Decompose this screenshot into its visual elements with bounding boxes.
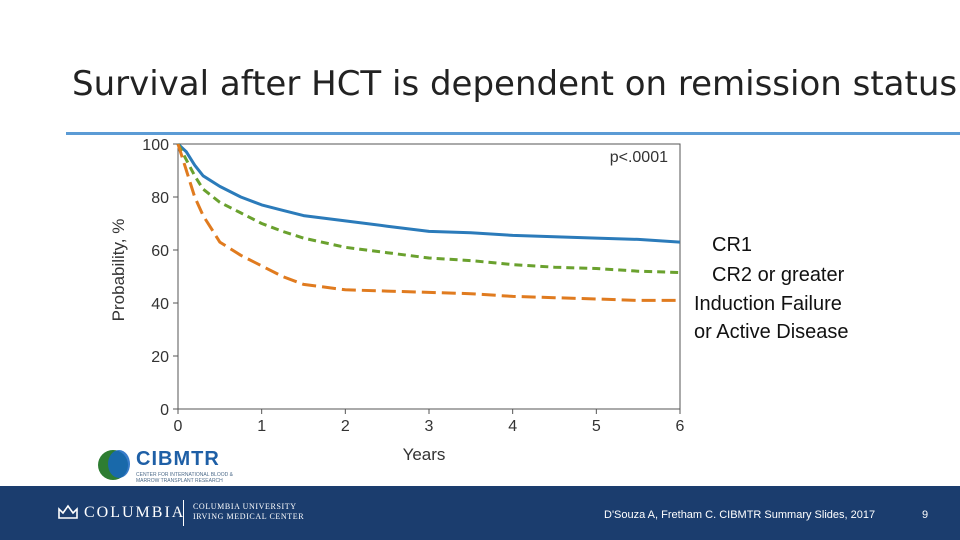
series-line-2 — [176, 143, 681, 274]
y-tick-label: 100 — [142, 137, 169, 154]
y-tick-label: 40 — [151, 296, 169, 313]
footer-divider — [183, 500, 184, 526]
x-tick-label: 5 — [592, 418, 601, 435]
cibmtr-logo: CIBMTR CENTER FOR INTERNATIONAL BLOOD & … — [98, 446, 258, 484]
legend-item-cr1: CR1 — [712, 234, 753, 256]
university-name: COLUMBIA UNIVERSITY IRVING MEDICAL CENTE… — [193, 502, 304, 522]
y-tick-label: 20 — [151, 349, 169, 366]
crown-icon — [58, 504, 78, 519]
title-underline — [66, 132, 960, 135]
legend-item-induction-failure: Induction Failure — [694, 293, 842, 315]
university-line-1: COLUMBIA UNIVERSITY — [193, 502, 297, 511]
logo-name: CIBMTR — [136, 448, 220, 470]
x-tick-label: 4 — [508, 418, 517, 435]
y-tick-label: 0 — [160, 402, 169, 419]
p-value-annotation: p<.0001 — [610, 149, 668, 166]
x-tick-label: 3 — [425, 418, 434, 435]
x-tick-label: 6 — [676, 418, 685, 435]
page-number: 9 — [922, 509, 929, 521]
survival-chart: 0 20 40 60 80 100 0 1 2 3 4 5 6 Probability, % Year… — [109, 137, 685, 464]
y-axis-label: Probability, % — [109, 219, 128, 322]
logo-subtitle: CENTER FOR INTERNATIONAL BLOOD & MARROW … — [136, 472, 233, 484]
series-line-1 — [176, 142, 681, 244]
university-line-2: IRVING MEDICAL CENTER — [193, 512, 305, 521]
series-line-3 — [176, 143, 680, 302]
x-tick-label: 2 — [341, 418, 350, 435]
logo-circle-blue — [108, 450, 130, 478]
x-axis-label: Years — [403, 445, 446, 464]
plot-border — [177, 143, 681, 410]
x-tick-label: 0 — [174, 418, 183, 435]
y-tick-label: 60 — [151, 243, 169, 260]
columbia-wordmark: COLUMBIA — [84, 504, 186, 521]
legend: CR1 CR2 or greater Induction Failure or … — [690, 230, 849, 346]
slide-title: Survival after HCT is dependent on remis… — [72, 64, 958, 104]
legend-item-active-disease: or Active Disease — [694, 321, 849, 343]
y-tick-label: 80 — [151, 190, 169, 207]
footer-bar: COLUMBIA COLUMBIA UNIVERSITY IRVING MEDI… — [0, 486, 960, 540]
citation: D'Souza A, Fretham C. CIBMTR Summary Sli… — [604, 509, 876, 521]
legend-item-cr2: CR2 or greater — [712, 264, 845, 286]
x-tick-label: 1 — [257, 418, 266, 435]
